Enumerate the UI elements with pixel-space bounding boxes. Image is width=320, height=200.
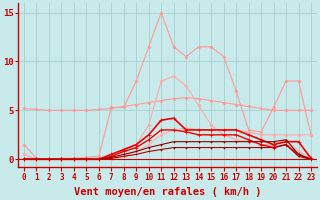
X-axis label: Vent moyen/en rafales ( km/h ): Vent moyen/en rafales ( km/h ) bbox=[74, 187, 261, 197]
